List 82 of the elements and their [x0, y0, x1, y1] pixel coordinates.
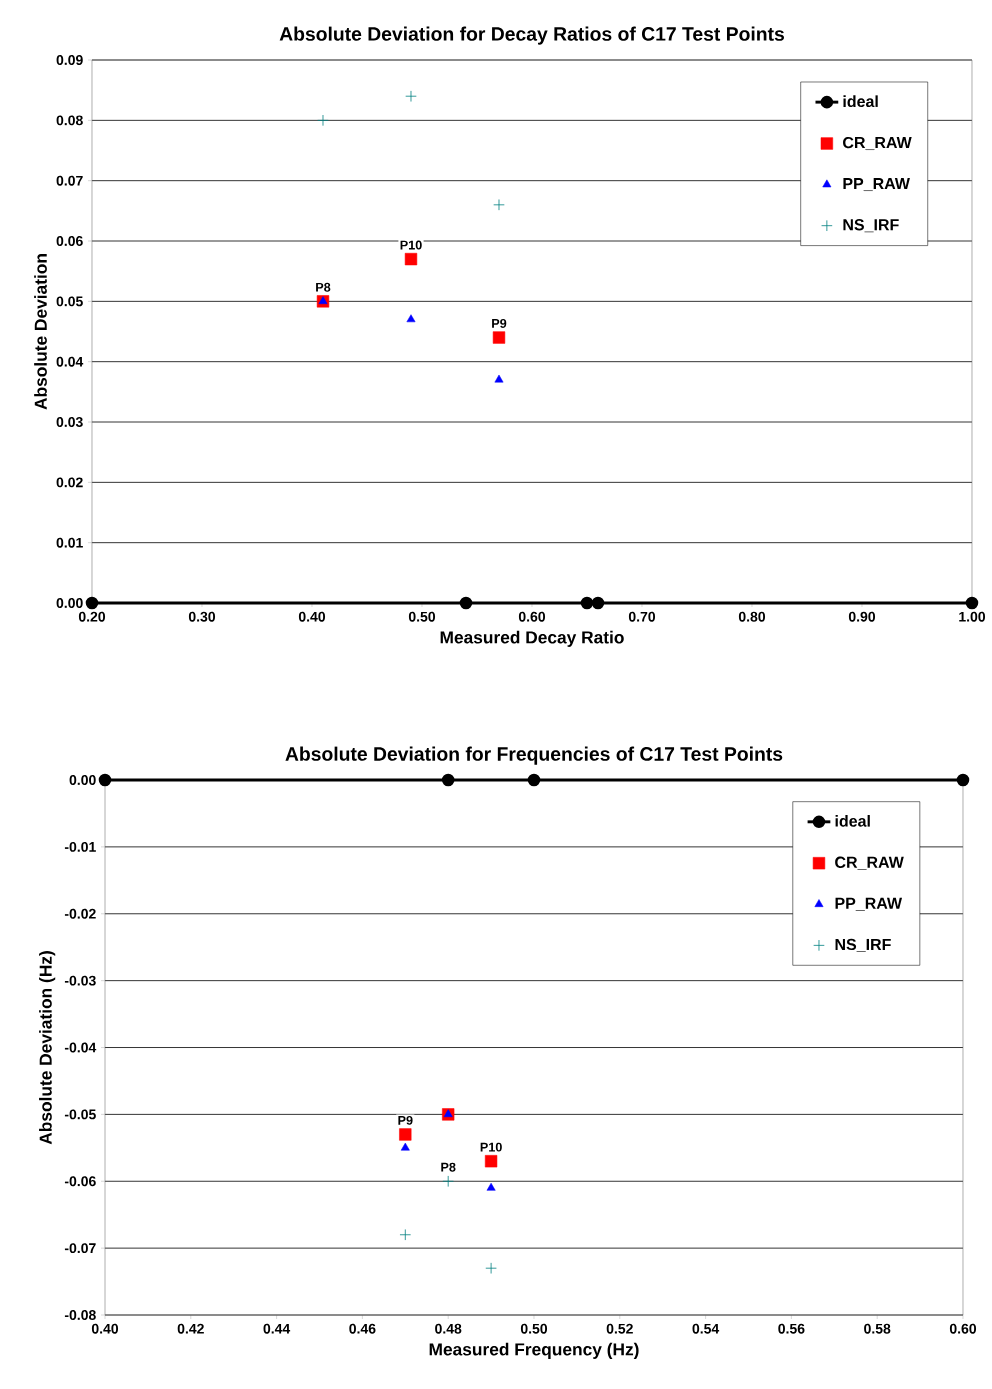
- annotation: P10: [480, 1142, 502, 1152]
- point: [527, 773, 541, 787]
- point: [956, 773, 970, 787]
- x-tick-label: 0.50: [520, 1323, 548, 1334]
- x-axis-title: Measured Frequency (Hz): [429, 1342, 639, 1359]
- y-tick-label: -0.02: [64, 908, 96, 919]
- point: [492, 331, 506, 344]
- chart-title: Absolute Deviation for Frequencies of C17 Test Points: [285, 746, 783, 765]
- legend-label: ideal: [843, 95, 878, 108]
- y-tick-label: -0.01: [64, 841, 96, 852]
- chart-title: Absolute Deviation for Decay Ratios of C17 Test Points: [279, 26, 784, 45]
- legend-label: ideal: [835, 815, 870, 827]
- x-tick-label: 0.42: [177, 1323, 204, 1334]
- x-tick-label: 0.56: [778, 1323, 805, 1334]
- point: [965, 596, 979, 610]
- x-tick-label: 0.52: [606, 1323, 633, 1334]
- point: [493, 199, 505, 211]
- point: [404, 252, 418, 266]
- legend-label: CR_RAW: [843, 136, 912, 151]
- legend-label: NS_IRF: [835, 938, 891, 952]
- x-tick-label: 0.60: [518, 611, 546, 622]
- point: [591, 596, 605, 610]
- x-tick-label: 1.00: [959, 611, 986, 622]
- y-tick-label: -0.05: [64, 1109, 96, 1120]
- y-tick-label: -0.03: [64, 975, 96, 986]
- x-tick-label: 0.50: [408, 611, 436, 622]
- y-tick-label: 0.00: [56, 598, 83, 608]
- point: [486, 1182, 496, 1191]
- legend-label: PP_RAW: [835, 897, 903, 911]
- x-tick-label: 0.40: [298, 611, 326, 622]
- y-tick-label: 0.05: [56, 296, 83, 307]
- legend-label: PP_RAW: [843, 178, 910, 192]
- y-tick-label: 0.02: [56, 477, 83, 488]
- point: [399, 1229, 412, 1241]
- point: [580, 596, 594, 610]
- annotation: P9: [398, 1115, 413, 1125]
- point: [494, 374, 504, 383]
- point: [459, 596, 473, 610]
- y-axis-title: Absolute Deviation (Hz): [39, 951, 56, 1145]
- annotation: P8: [441, 1162, 456, 1172]
- point: [484, 1155, 498, 1168]
- point: [442, 1175, 454, 1187]
- point: [441, 773, 455, 787]
- point: [406, 314, 416, 323]
- y-axis-title: Absolute Deviation: [34, 254, 47, 410]
- y-tick-label: 0.06: [56, 236, 83, 246]
- point: [98, 773, 112, 787]
- x-tick-label: 0.20: [78, 611, 106, 622]
- y-tick-label: -0.07: [64, 1243, 96, 1254]
- point: [317, 114, 329, 127]
- point: [399, 1128, 412, 1141]
- x-tick-label: 0.44: [263, 1323, 291, 1334]
- y-tick-label: -0.04: [64, 1042, 97, 1053]
- x-tick-label: 0.30: [188, 611, 216, 622]
- x-tick-label: 0.90: [848, 611, 876, 622]
- annotation: P8: [316, 282, 331, 292]
- legend-label: NS_IRF: [843, 219, 899, 233]
- x-tick-label: 0.46: [349, 1323, 376, 1334]
- legend-label: CR_RAW: [835, 856, 904, 870]
- x-tick-label: 0.40: [91, 1323, 119, 1334]
- x-axis-title: Measured Decay Ratio: [440, 630, 624, 647]
- y-tick-label: 0.01: [56, 537, 83, 548]
- y-tick-label: 0.04: [56, 356, 84, 367]
- annotation: P10: [400, 240, 422, 250]
- point: [400, 1142, 410, 1151]
- point: [485, 1262, 497, 1274]
- y-tick-label: 0.00: [69, 775, 96, 785]
- y-tick-label: 0.07: [56, 175, 83, 186]
- annotation: P9: [492, 318, 507, 328]
- y-tick-label: 0.03: [56, 417, 83, 427]
- y-tick-label: -0.08: [64, 1310, 96, 1320]
- x-tick-label: 0.70: [628, 611, 656, 622]
- point: [85, 596, 99, 610]
- x-tick-label: 0.80: [738, 611, 766, 622]
- x-tick-label: 0.54: [692, 1323, 720, 1334]
- x-tick-label: 0.48: [435, 1323, 462, 1334]
- y-tick-label: 0.09: [56, 55, 83, 65]
- point: [405, 90, 417, 102]
- x-tick-label: 0.58: [864, 1323, 891, 1334]
- y-tick-label: -0.06: [64, 1176, 96, 1187]
- x-tick-label: 0.60: [949, 1323, 977, 1334]
- y-tick-label: 0.08: [56, 115, 83, 126]
